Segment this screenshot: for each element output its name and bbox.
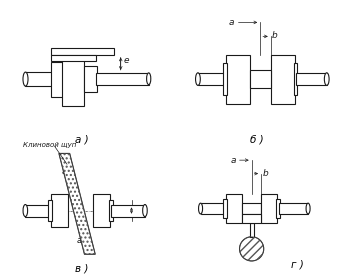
Bar (51, 62, 63, 97)
Bar (250, 70, 271, 88)
Bar (109, 200, 113, 221)
Bar (198, 73, 227, 85)
Text: a₁: a₁ (62, 167, 70, 176)
Bar (84, 66, 97, 92)
Ellipse shape (147, 73, 151, 85)
Ellipse shape (199, 203, 202, 214)
Text: e: e (124, 56, 129, 65)
Circle shape (240, 237, 264, 261)
Text: b: b (262, 169, 268, 178)
Bar (96, 73, 149, 85)
Ellipse shape (23, 72, 28, 86)
Bar (223, 63, 227, 95)
Bar (112, 204, 145, 217)
Bar (51, 55, 96, 61)
Text: б ): б ) (250, 135, 263, 145)
Bar (242, 203, 261, 214)
Bar (276, 199, 280, 218)
Text: a: a (230, 156, 236, 165)
Ellipse shape (23, 204, 28, 217)
Ellipse shape (143, 204, 147, 217)
Bar (223, 199, 227, 218)
Bar (51, 194, 68, 227)
Bar (279, 203, 308, 214)
Bar (261, 194, 277, 223)
Ellipse shape (324, 73, 329, 85)
Bar (25, 72, 53, 86)
Bar (25, 204, 52, 217)
Bar (226, 194, 242, 223)
Text: Клиновой щуп: Клиновой щуп (23, 142, 76, 148)
Ellipse shape (306, 203, 310, 214)
Text: а ): а ) (75, 135, 88, 145)
Bar (51, 48, 114, 55)
Bar (271, 55, 295, 104)
Text: в ): в ) (75, 264, 88, 274)
Bar (48, 200, 52, 221)
Bar (226, 55, 250, 104)
Text: г ): г ) (291, 260, 304, 270)
Text: a: a (229, 18, 234, 27)
Bar (250, 223, 254, 237)
Polygon shape (59, 153, 95, 254)
Bar (62, 55, 84, 106)
Bar (242, 214, 261, 223)
Bar (296, 73, 327, 85)
Bar (201, 203, 227, 214)
Bar (92, 194, 110, 227)
Ellipse shape (195, 73, 200, 85)
Text: b: b (272, 32, 278, 41)
Text: a₂: a₂ (76, 237, 85, 246)
Bar (294, 63, 297, 95)
